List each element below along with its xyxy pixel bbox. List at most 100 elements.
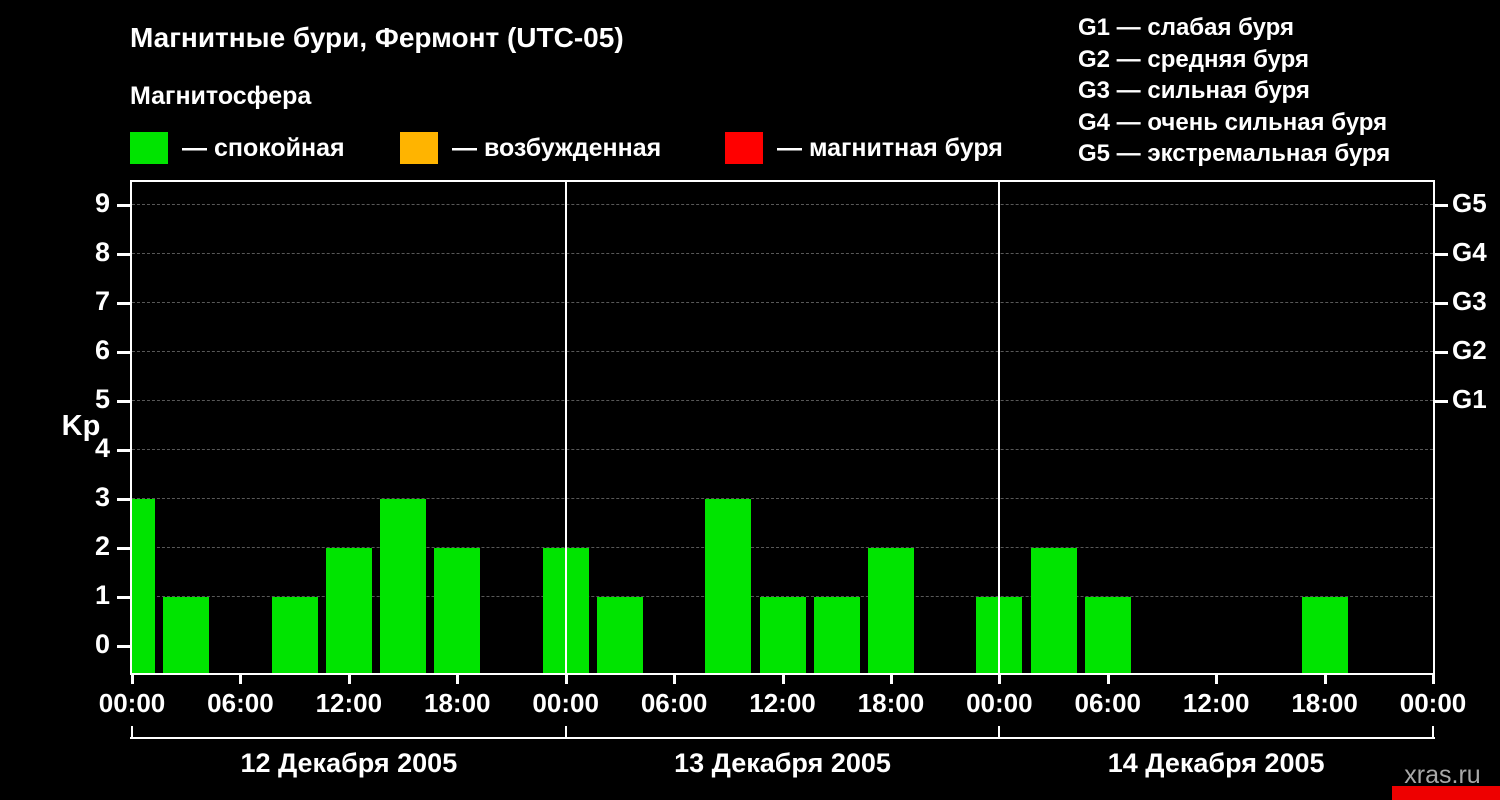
storm-scale-g4: G4 — очень сильная буря [1078,108,1388,136]
x-tick [781,675,785,684]
g-tick [1435,204,1448,207]
x-tick-label: 00:00 [532,688,599,718]
kp-bar [325,548,372,673]
x-tick-label: 06:00 [207,688,274,718]
y-tick-label: 1 [94,580,110,610]
day-divider-line [564,182,567,673]
date-bracket-tick [131,726,133,739]
x-tick-label: 18:00 [424,688,491,718]
storm-scale-g5: G5 — экстремальная буря [1078,140,1391,167]
magnetosphere-subtitle: Магнитосфера [130,82,312,110]
g-tick [1435,400,1448,403]
gridline [132,351,1433,352]
x-tick-label: 18:00 [1291,688,1358,718]
y-tick-label: 7 [94,286,110,316]
y-tick [117,351,130,354]
legend-label-storm: — магнитная буря [777,133,1003,162]
watermark-red-strip [1392,786,1500,800]
x-tick [998,675,1002,684]
storm-scale-g1: G1 — слабая буря [1078,14,1295,41]
gridline [132,596,1433,597]
storm-scale-g3: G3 — сильная буря [1078,77,1310,104]
kp-bar [867,548,914,673]
g-tick-label: G2 [1452,335,1487,365]
plot-area [130,180,1435,675]
storm-scale-g2: G2 — средняя буря [1078,45,1309,73]
x-tick [889,675,893,684]
gridline [132,253,1433,254]
y-tick [117,302,130,305]
kp-axis-label: Kp [61,410,101,442]
y-tick-label: 2 [94,531,110,561]
gridline [132,204,1433,205]
x-tick-label: 18:00 [857,688,925,718]
kp-bar [132,499,155,673]
g-tick-label: G1 [1452,384,1487,414]
x-tick [1215,675,1219,684]
g-tick-label: G4 [1452,237,1487,267]
date-bracket-line [130,737,1435,739]
date-bracket-tick [564,726,567,739]
x-tick-label: 00:00 [98,688,166,718]
g-tick [1435,351,1448,354]
watermark-link[interactable]: xras.ru [1404,761,1481,789]
y-tick-label: 6 [94,335,110,365]
x-tick [1323,675,1327,684]
day-divider-line [998,182,1001,673]
date-label: 12 Декабря 2005 [240,748,458,778]
kp-bar [163,597,210,673]
kp-bar [1030,548,1077,673]
excited-color-swatch [400,132,438,164]
y-tick [117,596,130,599]
kp-bar [434,548,481,673]
x-tick [673,675,677,684]
kp-bar [1084,597,1131,673]
kp-bar [705,499,752,673]
gridline [132,400,1433,401]
y-tick-label: 0 [94,629,110,659]
x-tick-label: 06:00 [1074,688,1142,718]
kp-bar [596,597,643,673]
y-tick [117,449,130,452]
x-tick-label: 12:00 [749,688,816,718]
storm-color-swatch [725,132,763,164]
x-tick-label: 06:00 [640,688,708,718]
x-tick [347,675,351,684]
storm-scale-legend: G1 — слабая буря G2 — средняя буря G3 — … [1078,12,1390,170]
y-tick [117,204,130,207]
legend-item-excited: — возбужденная [400,131,661,165]
x-tick [1432,675,1435,684]
x-tick-label: 12:00 [315,688,383,718]
x-tick [456,675,460,684]
x-tick-label: 12:00 [1182,688,1250,718]
y-tick [117,645,130,648]
y-tick-label: 9 [94,188,110,218]
x-tick [1106,675,1110,684]
kp-bar [380,499,427,673]
gridline [132,547,1433,548]
y-tick [117,498,130,501]
y-tick-label: 8 [94,237,110,267]
kp-bar [1301,597,1348,673]
kp-bar [813,597,860,673]
x-tick [131,675,134,684]
gridline [132,302,1433,303]
g-tick [1435,302,1448,305]
x-tick-label: 00:00 [1399,688,1467,718]
y-tick [117,253,130,256]
gridline [132,449,1433,450]
legend-item-storm: — магнитная буря [725,131,1003,165]
x-tick [239,675,243,684]
g-tick-label: G5 [1452,188,1487,218]
legend-label-quiet: — спокойная [182,133,345,162]
date-bracket-tick [1432,726,1434,739]
y-tick-label: 3 [94,482,110,512]
y-tick [117,547,130,550]
y-tick [117,400,130,403]
page-title: Магнитные бури, Фермонт (UTC-05) [130,22,624,53]
g-tick [1435,253,1448,256]
legend-item-quiet: — спокойная [130,131,345,165]
gridline [132,498,1433,499]
date-label: 14 Декабря 2005 [1107,748,1325,778]
